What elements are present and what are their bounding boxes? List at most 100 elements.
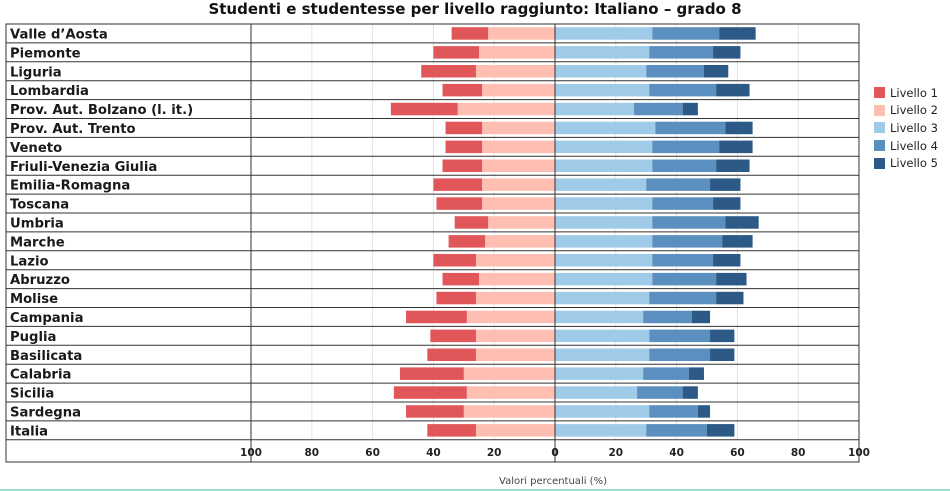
legend: Livello 1 Livello 2 Livello 3 Livello 4 Live… [874, 84, 938, 172]
category-label: Calabria [10, 368, 71, 383]
tick-label-right: 80 [791, 447, 806, 459]
legend-label: Livello 4 [890, 138, 938, 153]
category-label: Emilia-Romagna [10, 179, 130, 194]
bar-livello-4 [649, 329, 711, 343]
bar-livello-5 [697, 405, 711, 418]
bar-livello-3 [555, 65, 647, 78]
category-label: Basilicata [10, 349, 82, 364]
legend-item: Livello 3 [874, 119, 938, 137]
bar-livello-4 [652, 140, 720, 154]
bar-livello-5 [713, 46, 741, 59]
bar-livello-4 [652, 27, 720, 40]
tick-label-left: 20 [487, 447, 502, 459]
category-label: Friuli-Venezia Giulia [10, 160, 157, 175]
bar-livello-5 [722, 235, 753, 248]
category-label: Lazio [10, 254, 49, 269]
bar-livello-5 [725, 216, 759, 229]
bar-livello-5 [710, 348, 735, 361]
bar-livello-1 [442, 83, 483, 97]
bar-livello-4 [637, 386, 683, 399]
legend-label: Livello 1 [890, 85, 938, 100]
bar-livello-1 [390, 102, 458, 116]
bar-livello-4 [652, 159, 717, 172]
bar-livello-3 [555, 329, 650, 343]
bar-livello-1 [427, 424, 476, 437]
tick-label-right: 40 [669, 447, 684, 459]
bar-livello-3 [555, 386, 638, 399]
bar-livello-5 [713, 197, 741, 210]
category-label: Sicilia [10, 387, 54, 402]
tick-label-right: 20 [608, 447, 623, 459]
category-label: Abruzzo [10, 273, 70, 288]
bar-livello-5 [707, 424, 735, 437]
bar-livello-2 [466, 310, 555, 324]
bar-livello-3 [555, 102, 635, 116]
legend-swatch [874, 104, 885, 116]
category-label: Puglia [10, 330, 56, 345]
bar-livello-4 [634, 102, 683, 116]
bar-livello-3 [555, 121, 656, 135]
bar-livello-5 [716, 159, 750, 172]
bar-livello-1 [445, 140, 483, 154]
bar-livello-3 [555, 367, 644, 380]
legend-label: Livello 5 [890, 156, 938, 171]
category-label: Campania [10, 311, 83, 326]
bar-livello-5 [713, 254, 741, 267]
bar-livello-2 [475, 329, 555, 343]
bar-livello-2 [482, 159, 555, 172]
bar-livello-4 [649, 348, 711, 361]
bar-livello-3 [555, 405, 650, 418]
bar-livello-3 [555, 424, 647, 437]
legend-label: Livello 2 [890, 103, 938, 118]
bar-livello-2 [488, 216, 555, 229]
bar-livello-2 [482, 121, 555, 135]
category-label: Sardegna [10, 405, 81, 420]
bar-livello-4 [649, 405, 698, 418]
bar-livello-1 [406, 405, 464, 418]
bar-livello-3 [555, 310, 644, 324]
bar-livello-1 [433, 178, 483, 191]
chart-frame [5, 23, 860, 463]
category-label: Valle d’Aosta [10, 27, 108, 42]
bar-livello-5 [710, 329, 735, 343]
bar-livello-2 [488, 27, 555, 40]
bar-livello-2 [466, 386, 555, 399]
tick-label-right: 100 [848, 447, 870, 459]
bar-livello-4 [655, 121, 726, 135]
tick-label-left: 60 [365, 447, 380, 459]
bar-livello-5 [682, 102, 698, 116]
bar-livello-2 [482, 140, 555, 154]
tick-label-left: 40 [426, 447, 441, 459]
bar-livello-2 [463, 367, 555, 380]
bar-livello-1 [421, 65, 476, 78]
bar-livello-4 [649, 291, 717, 305]
bar-livello-4 [649, 83, 717, 97]
bar-livello-3 [555, 178, 647, 191]
bar-livello-4 [643, 367, 689, 380]
bar-livello-5 [725, 121, 753, 135]
legend-item: Livello 5 [874, 154, 938, 172]
chart-title: Studenti e studentesse per livello raggi… [208, 0, 742, 18]
bar-livello-2 [482, 178, 555, 191]
category-label: Umbria [10, 216, 64, 231]
bar-livello-4 [646, 424, 707, 437]
bar-livello-4 [646, 65, 704, 78]
bar-livello-2 [479, 272, 555, 286]
tick-label-right: 0 [551, 447, 558, 459]
category-label: Veneto [10, 141, 62, 156]
bar-livello-3 [555, 140, 653, 154]
bar-livello-3 [555, 272, 653, 286]
bar-livello-4 [652, 235, 723, 248]
bar-livello-3 [555, 254, 653, 267]
category-label: Liguria [10, 65, 62, 80]
bar-livello-1 [454, 216, 489, 229]
category-label: Italia [10, 424, 48, 439]
bar-livello-2 [475, 254, 555, 267]
bar-livello-4 [652, 216, 726, 229]
bar-livello-3 [555, 46, 650, 59]
bar-livello-1 [399, 367, 464, 380]
legend-swatch [874, 140, 885, 152]
category-label: Molise [10, 292, 58, 307]
bar-livello-2 [463, 405, 555, 418]
